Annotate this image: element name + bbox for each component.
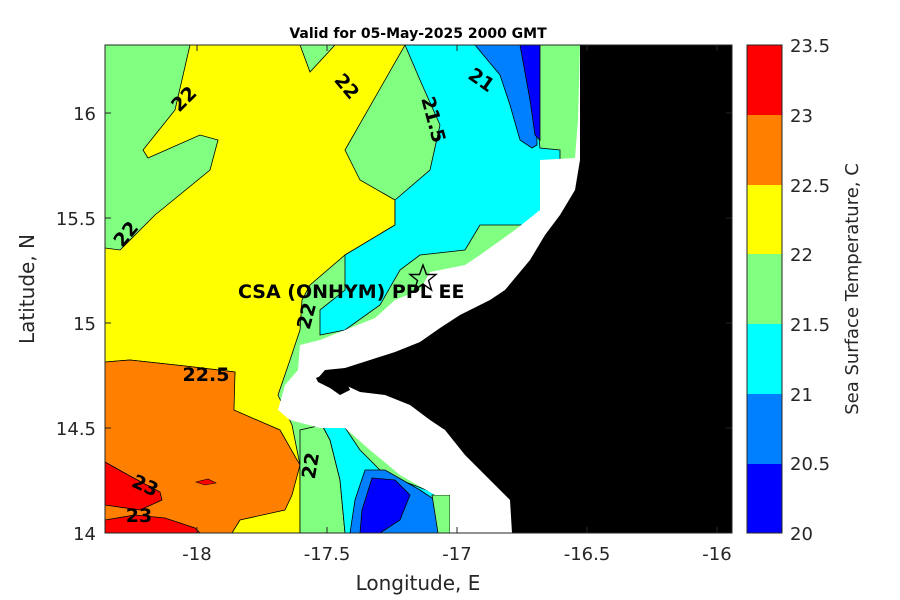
y-tick-label: 16 (73, 104, 96, 125)
colorbar-tick-label: 22 (790, 245, 813, 266)
colorbar-label: Sea Surface Temperature, C (842, 163, 863, 415)
colorbar-tick-label: 20 (790, 524, 813, 545)
colorbar-tick-label: 21.5 (790, 315, 830, 336)
sst-band-23-23-5 (105, 461, 163, 511)
contour-label: 23 (126, 505, 152, 527)
colorbar-tick-label: 20.5 (790, 454, 830, 475)
x-tick-label: -16 (702, 544, 731, 565)
peninsula (316, 372, 350, 395)
y-tick-label: 15 (73, 314, 96, 335)
y-axis-label: Latitude, N (15, 234, 39, 344)
x-tick-label: -16.5 (564, 544, 611, 565)
sst-band-20-20-5-south (359, 477, 411, 533)
map-title: Valid for 05-May-2025 2000 GMT (289, 26, 547, 42)
colorbar-swatch (747, 464, 782, 533)
colorbar-swatch (747, 185, 782, 254)
colorbar-tick-label: 23.5 (790, 36, 830, 57)
plot-frame (104, 44, 733, 534)
x-tick-label: -18 (182, 544, 211, 565)
land-mass (318, 45, 732, 533)
x-axis: -18 -17.5 -17 -16.5 -16 Longitude, E (182, 45, 732, 595)
colorbar-swatch (747, 45, 782, 115)
x-tick-label: -17.5 (304, 544, 351, 565)
sst-band-23-23-5-south (105, 514, 201, 533)
contour-label: 22.5 (183, 364, 230, 386)
x-axis-label: Longitude, E (356, 571, 481, 595)
station-marker[interactable] (408, 262, 438, 292)
colorbar-swatch (747, 394, 782, 464)
colorbar: 20 20.5 21 21.5 22 22.5 23 23.5 Sea Surf… (746, 36, 863, 545)
colorbar-tick-label: 23 (790, 106, 813, 127)
star-icon (408, 262, 438, 292)
colorbar-swatch (747, 115, 782, 185)
y-tick-label: 14.5 (56, 419, 96, 440)
colorbar-swatch (747, 324, 782, 394)
colorbar-tick-label: 22.5 (790, 176, 830, 197)
station-label: CSA (ONHYM) PPL EE (238, 281, 464, 303)
colorbar-swatch (747, 254, 782, 324)
contour-label: 22 (298, 451, 324, 481)
y-tick-label: 14 (73, 524, 96, 545)
sst-band-23-23-5-spot (194, 478, 217, 486)
sst-band-20-20-5 (519, 45, 541, 141)
colorbar-tick-label: 21 (790, 385, 813, 406)
x-tick-label: -17 (442, 544, 471, 565)
y-axis: 14 14.5 15 15.5 16 Latitude, N (15, 104, 732, 545)
y-tick-label: 15.5 (56, 209, 96, 230)
